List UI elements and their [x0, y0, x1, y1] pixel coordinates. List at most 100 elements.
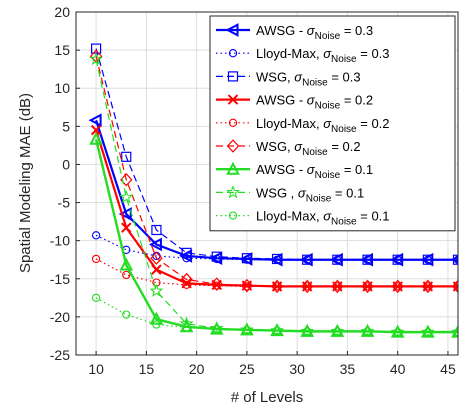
y-tick-label: 0: [62, 156, 70, 172]
legend-item: Lloyd-Max, σNoise = 0.1: [216, 209, 390, 228]
legend-marker: [228, 211, 238, 220]
x-tick-label: 30: [289, 361, 305, 377]
legend-sigma-value: = 0.3: [328, 69, 361, 84]
legend-sigma: σ: [307, 93, 316, 108]
data-point: [211, 251, 222, 262]
legend-label: Lloyd-Max, σNoise = 0.2: [256, 116, 390, 135]
x-tick-label: 35: [340, 361, 356, 377]
data-point: [151, 264, 162, 275]
data-point: [179, 316, 194, 330]
data-point: [422, 254, 433, 265]
data-point: [392, 254, 403, 265]
y-tick-label: 20: [54, 4, 70, 20]
series-line: [95, 234, 458, 261]
legend-sigma-value: = 0.1: [357, 209, 390, 224]
x-tick-label: 40: [390, 361, 406, 377]
data-point: [180, 272, 193, 287]
legend-sigma-subscript: Noise: [315, 101, 341, 112]
data-point: [360, 324, 375, 338]
legend-sigma: σ: [307, 162, 316, 177]
data-point: [121, 222, 132, 233]
data-point: [182, 280, 191, 290]
x-tick-label: 10: [88, 361, 104, 377]
series-7: [89, 51, 458, 339]
legend-marker: [228, 49, 238, 58]
legend-item: AWSG - σNoise = 0.2: [216, 93, 373, 112]
data-point: [390, 324, 405, 339]
legend-label: Lloyd-Max, σNoise = 0.3: [256, 46, 390, 65]
y-tick-label: 5: [62, 118, 70, 134]
legend-marker: [226, 161, 240, 175]
data-point: [423, 327, 432, 337]
legend-label: WSG , σNoise = 0.1: [256, 185, 364, 204]
series-line: [95, 59, 458, 333]
data-point: [119, 189, 134, 204]
x-tick-label: 15: [139, 361, 155, 377]
y-tick-label: -15: [50, 271, 70, 287]
data-point: [91, 254, 101, 264]
legend-sigma: σ: [323, 46, 332, 61]
data-point: [300, 279, 314, 294]
data-point: [239, 322, 254, 336]
data-point: [331, 279, 344, 294]
y-tick-label: -5: [58, 195, 71, 211]
data-point: [149, 311, 164, 325]
data-point: [88, 113, 102, 128]
legend-item: WSG , σNoise = 0.1: [216, 185, 364, 204]
legend-sigma-value: = 0.3: [357, 46, 390, 61]
data-point: [451, 279, 458, 294]
data-point: [271, 253, 283, 265]
data-point: [361, 279, 374, 294]
legend-box: [209, 15, 456, 232]
legend-label: AWSG - σNoise = 0.2: [256, 93, 373, 112]
legend-sigma: σ: [307, 23, 316, 38]
data-point: [270, 279, 284, 294]
data-point: [89, 131, 103, 145]
legend-item: Lloyd-Max, σNoise = 0.3: [216, 46, 390, 65]
legend-sigma-subscript: Noise: [306, 193, 332, 204]
legend-marker: [227, 71, 239, 82]
data-point: [120, 172, 133, 187]
legend-label-main: AWSG -: [256, 93, 307, 108]
data-point: [212, 324, 221, 334]
legend-label: AWSG - σNoise = 0.1: [256, 162, 373, 181]
data-point: [152, 320, 161, 329]
y-tick-label: 10: [54, 80, 70, 96]
legend-marker: [228, 118, 238, 127]
y-tick-label: -25: [50, 347, 70, 363]
x-tick-label: 45: [440, 361, 456, 377]
data-point: [148, 237, 162, 252]
legend-label-main: AWSG -: [256, 162, 307, 177]
legend-sigma-subscript: Noise: [315, 31, 341, 42]
plot-frame: [75, 11, 459, 356]
legend-sigma: σ: [298, 185, 307, 200]
data-point: [272, 326, 282, 335]
data-point: [242, 255, 252, 264]
legend-marker: [225, 23, 239, 37]
series-5: [89, 49, 458, 294]
legend-sigma-value: = 0.2: [328, 139, 361, 154]
data-point: [240, 278, 254, 293]
legend-sigma-value: = 0.2: [340, 93, 373, 108]
legend-marker: [226, 185, 240, 199]
legend-label-main: Lloyd-Max,: [256, 116, 323, 131]
legend-sigma-subscript: Noise: [331, 124, 357, 135]
data-point: [391, 279, 404, 294]
series-line: [95, 56, 458, 287]
legend-item: AWSG - σNoise = 0.1: [216, 161, 373, 181]
legend-label: WSG, σNoise = 0.3: [256, 69, 361, 88]
data-point: [89, 51, 104, 66]
legend-label-main: AWSG -: [256, 23, 307, 38]
data-point: [209, 321, 224, 335]
legend-sigma-subscript: Noise: [315, 170, 341, 181]
data-point: [242, 282, 252, 291]
legend-label-main: WSG ,: [256, 185, 298, 200]
data-point: [182, 254, 191, 263]
series-line: [95, 48, 458, 261]
legend-label: Lloyd-Max, σNoise = 0.1: [256, 209, 390, 228]
data-point: [333, 327, 342, 336]
data-point: [332, 254, 343, 265]
data-point: [241, 253, 252, 264]
